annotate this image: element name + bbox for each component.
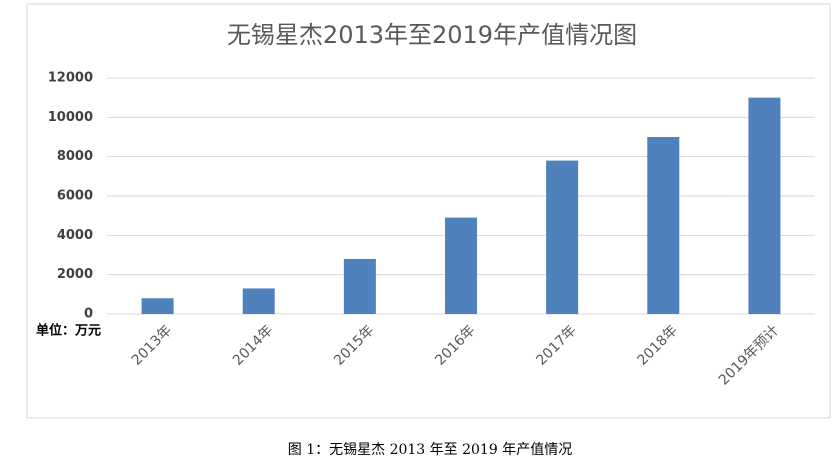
bar: [445, 217, 477, 314]
y-tick-label: 12000: [48, 71, 93, 86]
y-tick-label: 10000: [48, 110, 93, 125]
caption: 图 1：无锡星杰 2013 年至 2019 年产值情况: [288, 442, 572, 458]
chart-frame: [26, 3, 831, 419]
unit-label: 单位：万元: [36, 323, 101, 339]
chart-title: 无锡星杰2013年至2019年产值情况图: [227, 21, 637, 49]
bar: [748, 97, 781, 315]
bar: [546, 160, 579, 314]
y-tick-label: 4000: [57, 228, 93, 243]
bar: [242, 288, 275, 314]
bar: [647, 137, 680, 314]
bar: [343, 258, 376, 314]
y-tick-label: 6000: [57, 189, 93, 204]
bar: [141, 298, 174, 314]
y-tick-label: 8000: [57, 149, 93, 164]
y-tick-label: 2000: [57, 267, 93, 282]
y-tick-label: 0: [84, 307, 93, 322]
